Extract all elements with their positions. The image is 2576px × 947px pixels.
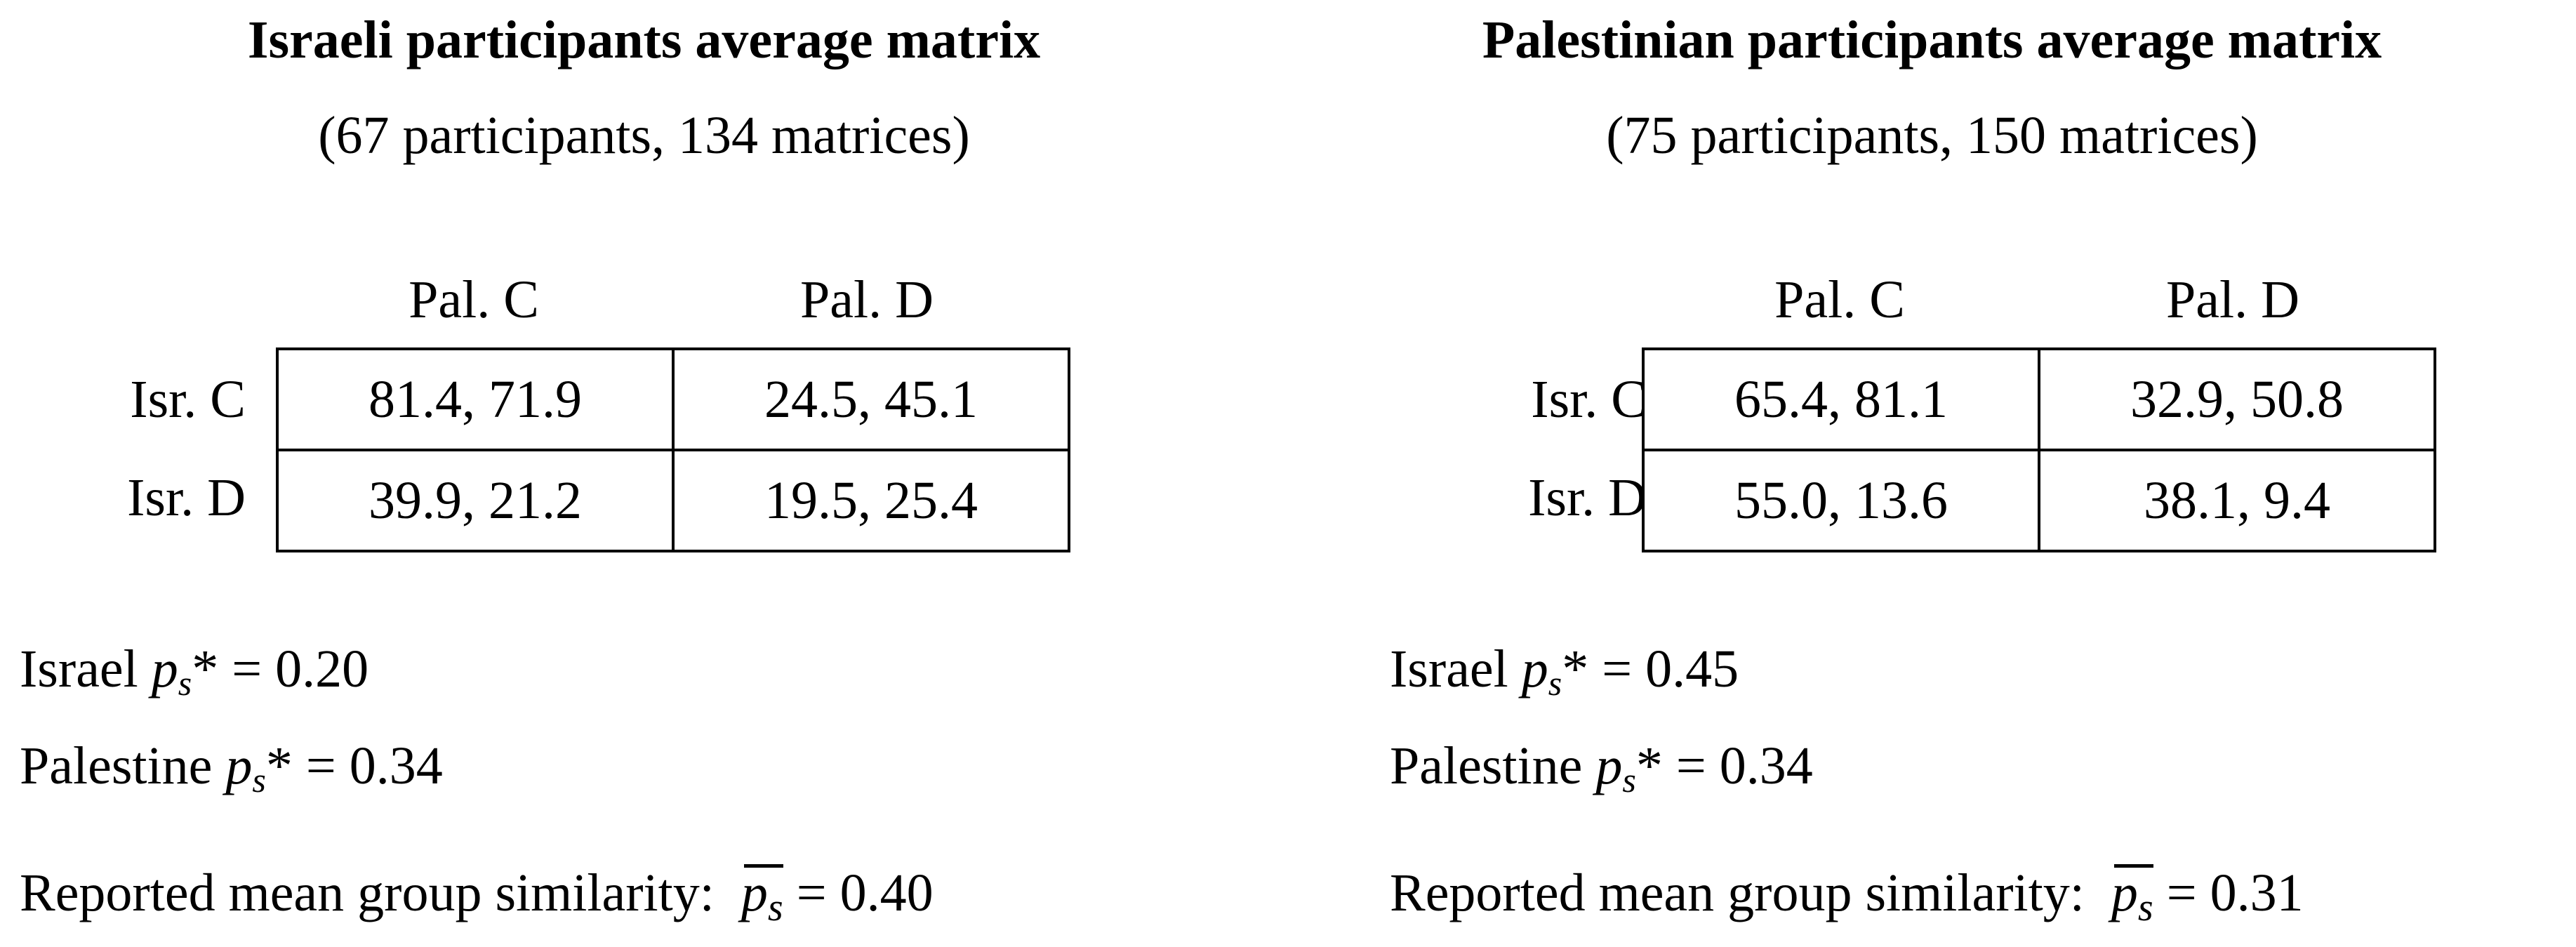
israel-label: Israel [20, 640, 138, 698]
israeli-panel: Israeli participants average matrix (67 … [20, 11, 1070, 927]
matrix-row-isr-d: 39.9, 21.2 19.5, 25.4 [276, 449, 1070, 552]
matrix-cell: 24.5, 45.1 [672, 347, 1070, 451]
israel-ps-value: * = 0.45 [1562, 640, 1739, 698]
mean-value: = 0.40 [796, 863, 934, 922]
palestine-label: Palestine [1390, 736, 1583, 795]
col-header-pal-c: Pal. C [409, 270, 539, 329]
israel-ps-value: * = 0.20 [192, 640, 369, 698]
matrix-cell: 32.9, 50.8 [2038, 347, 2436, 451]
payoff-matrix: 81.4, 71.9 24.5, 45.1 39.9, 21.2 19.5, 2… [276, 347, 1070, 552]
matrix-cell: 38.1, 9.4 [2038, 449, 2436, 552]
mean-label: Reported mean group similarity: [20, 863, 715, 922]
israel-ps-line: Israel ps* = 0.20 [20, 637, 369, 701]
matrix-cell: 55.0, 13.6 [1642, 449, 2040, 552]
palestinian-panel: Palestinian participants average matrix … [1288, 0, 2576, 947]
ps-symbol: ps [1521, 640, 1562, 703]
palestine-label: Palestine [20, 736, 213, 795]
row-header-isr-c: Isr. C [130, 370, 246, 429]
ps-symbol: ps [1595, 736, 1636, 800]
palestine-ps-line: Palestine ps* = 0.34 [1390, 734, 1813, 798]
col-header-pal-c: Pal. C [1774, 270, 1905, 329]
matrix-cell: 65.4, 81.1 [1642, 347, 2040, 451]
row-header-isr-c: Isr. C [1531, 370, 1647, 429]
p-bar-symbol: ps [2111, 857, 2153, 927]
matrix-row-isr-d: 55.0, 13.6 38.1, 9.4 [1642, 449, 2436, 552]
row-header-isr-d: Isr. D [1528, 468, 1647, 527]
palestine-ps-value: * = 0.34 [265, 736, 443, 795]
panel-title: Israeli participants average matrix [247, 11, 1041, 69]
mean-label: Reported mean group similarity: [1390, 863, 2085, 922]
mean-similarity-line: Reported mean group similarity: ps = 0.4… [20, 857, 934, 927]
ps-symbol: ps [225, 736, 266, 800]
palestine-ps-value: * = 0.34 [1635, 736, 1813, 795]
palestine-ps-line: Palestine ps* = 0.34 [20, 734, 443, 798]
panel-subtitle: (67 participants, 134 matrices) [318, 106, 970, 165]
payoff-matrix: 65.4, 81.1 32.9, 50.8 55.0, 13.6 38.1, 9… [1642, 347, 2436, 552]
mean-similarity-line: Reported mean group similarity: ps = 0.3… [1390, 857, 2304, 927]
row-header-isr-d: Isr. D [127, 468, 246, 527]
ps-symbol: ps [151, 640, 192, 703]
col-header-pal-d: Pal. D [800, 270, 934, 329]
col-header-pal-d: Pal. D [2166, 270, 2299, 329]
matrix-cell: 19.5, 25.4 [672, 449, 1070, 552]
p-bar-symbol: ps [741, 857, 783, 927]
matrix-cell: 39.9, 21.2 [276, 449, 675, 552]
matrix-row-isr-c: 65.4, 81.1 32.9, 50.8 [1642, 347, 2436, 451]
panel-title: Palestinian participants average matrix [1482, 11, 2382, 69]
israel-label: Israel [1390, 640, 1508, 698]
matrix-row-isr-c: 81.4, 71.9 24.5, 45.1 [276, 347, 1070, 451]
matrix-cell: 81.4, 71.9 [276, 347, 675, 451]
panel-subtitle: (75 participants, 150 matrices) [1606, 106, 2258, 165]
mean-value: = 0.31 [2166, 863, 2304, 922]
israel-ps-line: Israel ps* = 0.45 [1390, 637, 1739, 701]
